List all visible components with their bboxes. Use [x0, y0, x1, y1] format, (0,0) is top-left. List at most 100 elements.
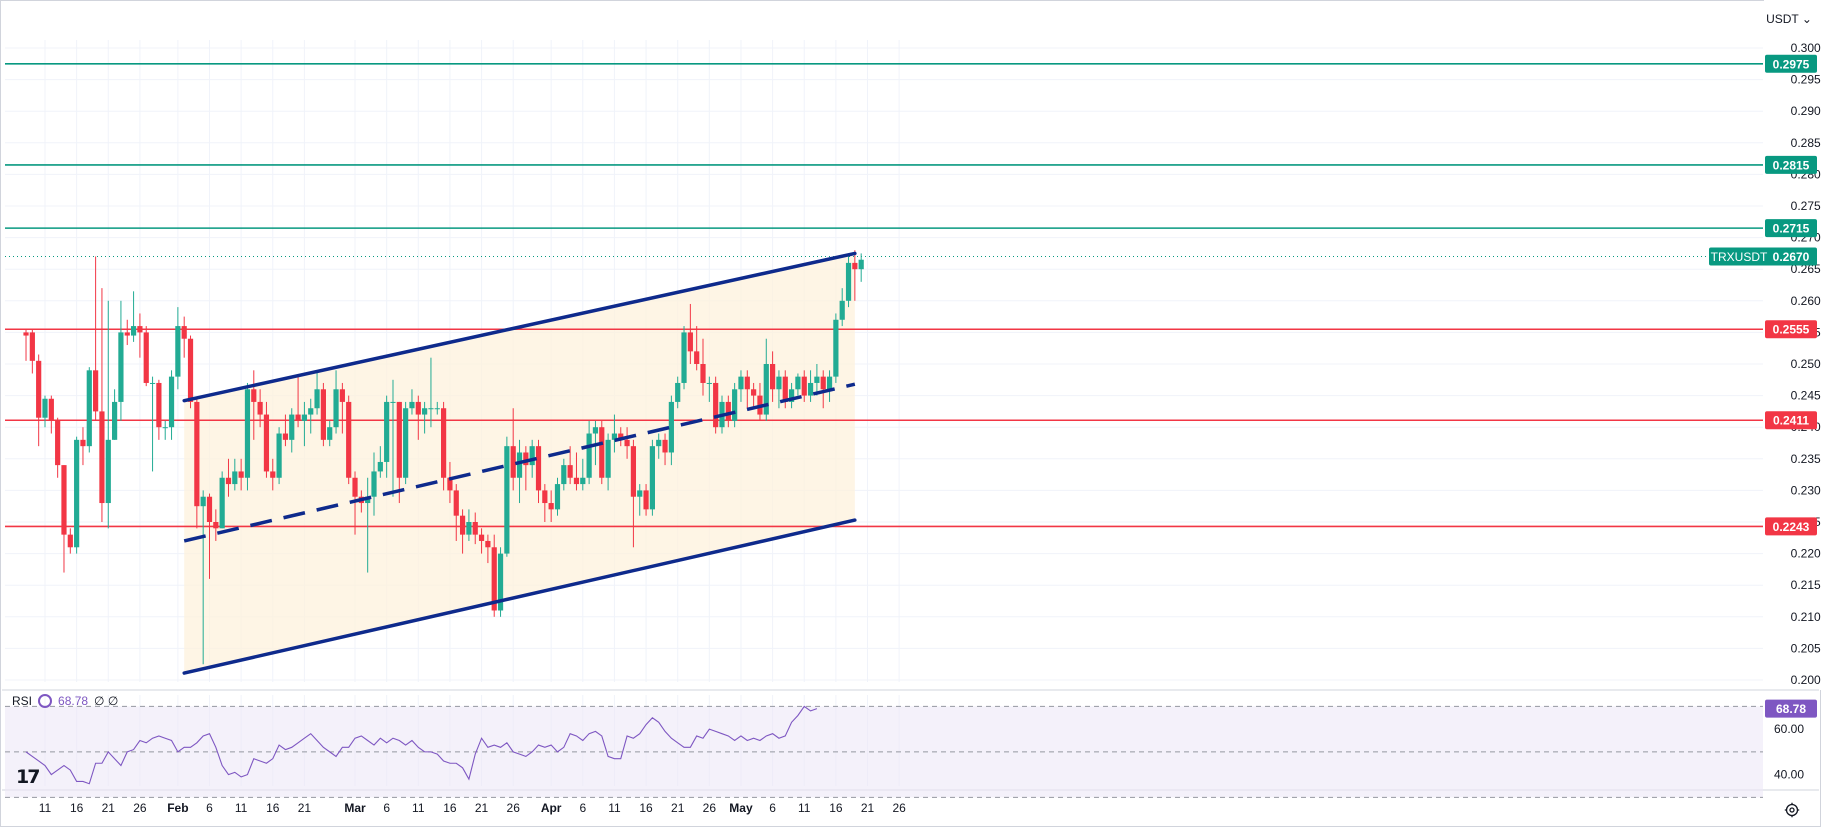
candle[interactable]	[86, 367, 92, 453]
candle[interactable]	[257, 389, 263, 428]
candle[interactable]	[738, 370, 744, 402]
candle[interactable]	[263, 401, 270, 478]
candle[interactable]	[788, 382, 795, 409]
candle[interactable]	[168, 370, 175, 440]
candle[interactable]	[61, 465, 67, 573]
candle[interactable]	[814, 364, 820, 396]
candle[interactable]	[618, 427, 624, 447]
candle[interactable]	[415, 395, 421, 440]
candle[interactable]	[295, 376, 301, 428]
candle[interactable]	[649, 439, 655, 516]
candle[interactable]	[725, 395, 731, 428]
candle[interactable]	[713, 376, 719, 434]
candle[interactable]	[244, 382, 251, 491]
candle[interactable]	[662, 433, 668, 466]
candle[interactable]	[826, 370, 833, 402]
candle[interactable]	[580, 458, 586, 491]
candle[interactable]	[93, 256, 99, 421]
candle[interactable]	[833, 313, 839, 383]
candle[interactable]	[592, 420, 599, 466]
channel-upper-line[interactable]	[182, 251, 857, 403]
candle[interactable]	[403, 401, 409, 485]
candle[interactable]	[118, 300, 124, 421]
candle[interactable]	[143, 326, 149, 387]
level-badge-0.2411[interactable]: 0.2411	[1765, 411, 1817, 430]
candle[interactable]	[466, 509, 472, 541]
candle[interactable]	[516, 439, 523, 504]
candle[interactable]	[478, 528, 485, 554]
candle[interactable]	[213, 509, 219, 541]
symbol-tag[interactable]: TRXUSDT	[1709, 247, 1769, 266]
candle[interactable]	[751, 382, 757, 409]
candle[interactable]	[162, 420, 168, 440]
candle[interactable]	[377, 446, 383, 478]
candle[interactable]	[308, 398, 314, 434]
candle[interactable]	[219, 471, 225, 529]
candle[interactable]	[744, 370, 750, 409]
candle[interactable]	[472, 512, 478, 545]
currency-selector[interactable]: USDT ⌄	[1766, 12, 1812, 26]
candle[interactable]	[29, 329, 35, 374]
candle[interactable]	[599, 420, 605, 485]
candle[interactable]	[624, 427, 630, 459]
candle[interactable]	[422, 401, 428, 434]
candle[interactable]	[200, 490, 206, 665]
candle[interactable]	[523, 446, 529, 491]
candle[interactable]	[181, 316, 187, 358]
candle[interactable]	[763, 338, 769, 421]
candle[interactable]	[251, 370, 257, 440]
candle[interactable]	[314, 370, 320, 415]
candle[interactable]	[301, 401, 308, 447]
candle[interactable]	[175, 307, 181, 390]
candle[interactable]	[694, 326, 700, 371]
candle[interactable]	[643, 484, 649, 516]
candle[interactable]	[187, 335, 194, 409]
candle[interactable]	[238, 458, 244, 491]
rsi-line[interactable]	[25, 705, 818, 785]
candle[interactable]	[573, 452, 580, 491]
candle[interactable]	[839, 288, 845, 327]
candle[interactable]	[124, 319, 130, 346]
candle[interactable]	[732, 382, 738, 428]
candle[interactable]	[194, 398, 200, 529]
candle[interactable]	[447, 461, 453, 504]
candle[interactable]	[48, 395, 54, 434]
candle[interactable]	[36, 354, 42, 447]
candle[interactable]	[390, 379, 396, 497]
last-price-badge[interactable]: 0.2670	[1765, 247, 1817, 266]
candle[interactable]	[67, 528, 73, 554]
candle[interactable]	[852, 250, 858, 301]
candle[interactable]	[365, 477, 371, 573]
candle[interactable]	[384, 395, 390, 478]
candle[interactable]	[409, 389, 415, 415]
candle[interactable]	[675, 376, 681, 409]
rsi-value-badge[interactable]: 68.78	[1765, 699, 1817, 718]
candle[interactable]	[485, 534, 491, 564]
candle[interactable]	[282, 414, 289, 447]
candle[interactable]	[99, 288, 105, 522]
candle[interactable]	[542, 484, 548, 522]
candle[interactable]	[276, 427, 282, 485]
candle[interactable]	[770, 351, 776, 402]
candle[interactable]	[776, 370, 782, 409]
candle[interactable]	[327, 420, 333, 447]
candle[interactable]	[668, 395, 674, 466]
candle[interactable]	[548, 490, 554, 522]
level-badge-0.2243[interactable]: 0.2243	[1765, 517, 1817, 536]
candle[interactable]	[74, 436, 80, 554]
candle[interactable]	[105, 300, 111, 529]
candle[interactable]	[441, 401, 447, 491]
candle[interactable]	[206, 493, 213, 579]
candle[interactable]	[858, 253, 864, 282]
candle[interactable]	[656, 433, 662, 459]
candle[interactable]	[453, 484, 459, 541]
candle[interactable]	[156, 379, 162, 440]
level-badge-0.2555[interactable]: 0.2555	[1765, 320, 1817, 339]
candle[interactable]	[510, 408, 516, 491]
candle[interactable]	[554, 477, 561, 516]
candle[interactable]	[289, 408, 295, 453]
candle[interactable]	[504, 436, 510, 557]
candle[interactable]	[845, 256, 852, 308]
channel-mid-line[interactable]	[183, 382, 856, 543]
